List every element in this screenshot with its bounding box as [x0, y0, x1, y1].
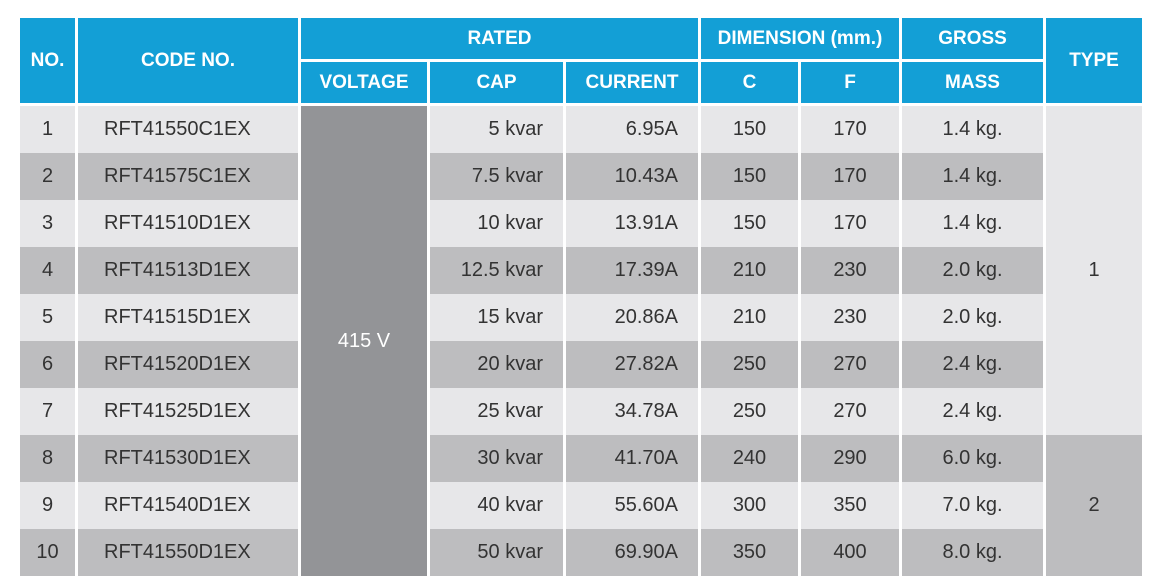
row-cap: 50 kvar — [430, 529, 563, 576]
row-cap: 20 kvar — [430, 341, 563, 388]
row-current: 34.78A — [566, 388, 698, 435]
header-current: CURRENT — [566, 62, 698, 103]
row-mass: 1.4 kg. — [902, 153, 1043, 200]
row-cap: 40 kvar — [430, 482, 563, 529]
row-mass: 2.4 kg. — [902, 341, 1043, 388]
table-row: 4 RFT41513D1EX 12.5 kvar 17.39A 210 230 … — [20, 247, 1142, 294]
row-current: 27.82A — [566, 341, 698, 388]
type-cell-1: 1 — [1046, 106, 1142, 435]
row-f: 170 — [801, 106, 899, 153]
row-mass: 2.0 kg. — [902, 247, 1043, 294]
row-mass: 1.4 kg. — [902, 200, 1043, 247]
row-no: 7 — [20, 388, 75, 435]
row-cap: 30 kvar — [430, 435, 563, 482]
row-c: 300 — [701, 482, 798, 529]
row-mass: 6.0 kg. — [902, 435, 1043, 482]
table-row: 9 RFT41540D1EX 40 kvar 55.60A 300 350 7.… — [20, 482, 1142, 529]
header-c: C — [701, 62, 798, 103]
header-f: F — [801, 62, 899, 103]
row-code: RFT41550D1EX — [78, 529, 298, 576]
row-c: 150 — [701, 153, 798, 200]
table-row: 2 RFT41575C1EX 7.5 kvar 10.43A 150 170 1… — [20, 153, 1142, 200]
row-no: 10 — [20, 529, 75, 576]
row-c: 150 — [701, 200, 798, 247]
row-no: 2 — [20, 153, 75, 200]
header-dimension: DIMENSION (mm.) — [701, 18, 899, 62]
table-row: 6 RFT41520D1EX 20 kvar 27.82A 250 270 2.… — [20, 341, 1142, 388]
row-current: 69.90A — [566, 529, 698, 576]
row-mass: 7.0 kg. — [902, 482, 1043, 529]
row-no: 9 — [20, 482, 75, 529]
row-cap: 15 kvar — [430, 294, 563, 341]
table-row: 1 RFT41550C1EX 415 V 5 kvar 6.95A 150 17… — [20, 106, 1142, 576]
row-current: 41.70A — [566, 435, 698, 482]
row-mass: 2.0 kg. — [902, 294, 1043, 341]
row-c: 210 — [701, 247, 798, 294]
row-c: 240 — [701, 435, 798, 482]
row-cap: 25 kvar — [430, 388, 563, 435]
header-no: NO. — [20, 18, 75, 103]
table-row: 3 RFT41510D1EX 10 kvar 13.91A 150 170 1.… — [20, 200, 1142, 247]
header-type: TYPE — [1046, 18, 1142, 103]
row-current: 10.43A — [566, 153, 698, 200]
row-cap: 12.5 kvar — [430, 247, 563, 294]
row-cap: 5 kvar — [430, 106, 563, 153]
row-c: 350 — [701, 529, 798, 576]
row-current: 17.39A — [566, 247, 698, 294]
row-current: 20.86A — [566, 294, 698, 341]
row-mass: 8.0 kg. — [902, 529, 1043, 576]
table-row: 5 RFT41515D1EX 15 kvar 20.86A 210 230 2.… — [20, 294, 1142, 341]
row-mass: 1.4 kg. — [902, 106, 1043, 153]
row-f: 230 — [801, 247, 899, 294]
voltage-cell: 415 V — [301, 106, 427, 576]
row-f: 170 — [801, 153, 899, 200]
row-c: 210 — [701, 294, 798, 341]
row-no: 3 — [20, 200, 75, 247]
row-f: 230 — [801, 294, 899, 341]
row-code: RFT41513D1EX — [78, 247, 298, 294]
header-cap: CAP — [430, 62, 563, 103]
row-c: 150 — [701, 106, 798, 153]
table-row: 7 RFT41525D1EX 25 kvar 34.78A 250 270 2.… — [20, 388, 1142, 435]
row-code: RFT41575C1EX — [78, 153, 298, 200]
row-code: RFT41540D1EX — [78, 482, 298, 529]
row-current: 6.95A — [566, 106, 698, 153]
row-mass: 2.4 kg. — [902, 388, 1043, 435]
row-code: RFT41530D1EX — [78, 435, 298, 482]
header-gross: GROSS — [902, 18, 1043, 62]
row-code: RFT41550C1EX — [78, 106, 298, 153]
table-row: 8 RFT41530D1EX 30 kvar 41.70A 240 290 6.… — [20, 435, 1142, 576]
row-c: 250 — [701, 388, 798, 435]
row-code: RFT41515D1EX — [78, 294, 298, 341]
type-cell-2: 2 — [1046, 435, 1142, 576]
row-f: 270 — [801, 341, 899, 388]
row-code: RFT41510D1EX — [78, 200, 298, 247]
header-mass: MASS — [902, 62, 1043, 103]
header-code-no: CODE NO. — [78, 18, 298, 103]
header-voltage: VOLTAGE — [301, 62, 427, 103]
row-f: 170 — [801, 200, 899, 247]
row-current: 13.91A — [566, 200, 698, 247]
row-cap: 7.5 kvar — [430, 153, 563, 200]
row-f: 400 — [801, 529, 899, 576]
header-rated: RATED — [301, 18, 698, 62]
row-cap: 10 kvar — [430, 200, 563, 247]
row-current: 55.60A — [566, 482, 698, 529]
row-no: 1 — [20, 106, 75, 153]
table-row: 10 RFT41550D1EX 50 kvar 69.90A 350 400 8… — [20, 529, 1142, 576]
spec-table-wrapper: NO. CODE NO. RATED DIMENSION (mm.) GROSS… — [20, 18, 1145, 576]
row-code: RFT41525D1EX — [78, 388, 298, 435]
row-no: 4 — [20, 247, 75, 294]
row-no: 6 — [20, 341, 75, 388]
capacitor-spec-table: NO. CODE NO. RATED DIMENSION (mm.) GROSS… — [17, 18, 1145, 576]
row-no: 8 — [20, 435, 75, 482]
row-code: RFT41520D1EX — [78, 341, 298, 388]
row-f: 290 — [801, 435, 899, 482]
row-f: 350 — [801, 482, 899, 529]
row-f: 270 — [801, 388, 899, 435]
row-no: 5 — [20, 294, 75, 341]
row-c: 250 — [701, 341, 798, 388]
